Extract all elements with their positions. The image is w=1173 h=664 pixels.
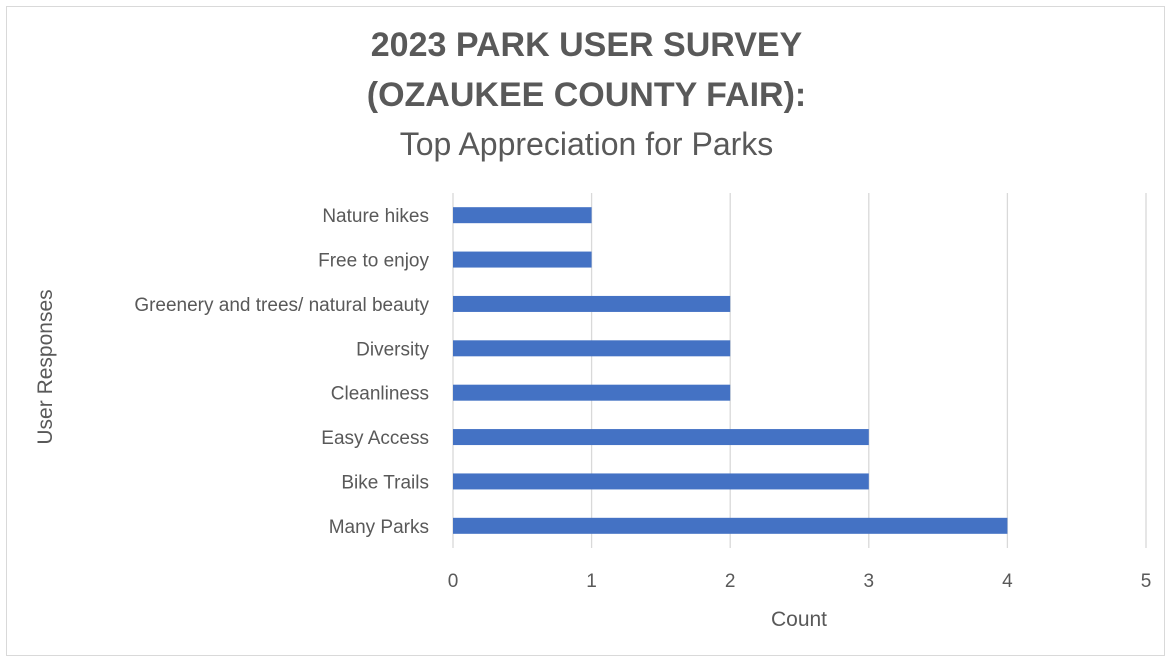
category-label: Many Parks — [329, 517, 429, 538]
bar — [453, 207, 592, 224]
category-label: Greenery and trees/ natural beauty — [134, 295, 429, 316]
x-tick-label: 1 — [586, 571, 597, 592]
category-label: Diversity — [356, 339, 429, 360]
x-tick-label: 2 — [725, 571, 736, 592]
bars — [453, 207, 1008, 534]
x-tick-label: 5 — [1141, 571, 1152, 592]
chart-subtitle: Top Appreciation for Parks — [399, 126, 774, 162]
bar — [453, 340, 731, 357]
bar — [453, 295, 731, 312]
x-tick-labels: 0 1 2 3 4 5 — [448, 571, 1152, 592]
category-label: Cleanliness — [331, 384, 429, 405]
x-tick-label: 4 — [1002, 571, 1013, 592]
gridlines — [452, 193, 1147, 548]
category-labels: Nature hikes Free to enjoy Greenery and tr… — [134, 206, 429, 538]
y-axis-title: User Responses — [34, 289, 57, 444]
bar — [453, 251, 592, 268]
x-tick-label: 0 — [448, 571, 459, 592]
bar — [453, 384, 731, 401]
x-axis-title: Count — [771, 608, 827, 631]
x-tick-label: 3 — [864, 571, 875, 592]
category-label: Easy Access — [321, 428, 429, 449]
category-label: Nature hikes — [322, 206, 429, 227]
bar — [453, 429, 869, 446]
bar — [453, 517, 1008, 534]
bar — [453, 473, 869, 490]
chart-frame — [6, 6, 1165, 656]
chart-title-line1: 2023 PARK USER SURVEY — [370, 26, 803, 64]
chart-title-line2: (OZAUKEE COUNTY FAIR): — [366, 76, 807, 114]
category-label: Bike Trails — [341, 472, 429, 493]
category-label: Free to enjoy — [318, 251, 429, 272]
